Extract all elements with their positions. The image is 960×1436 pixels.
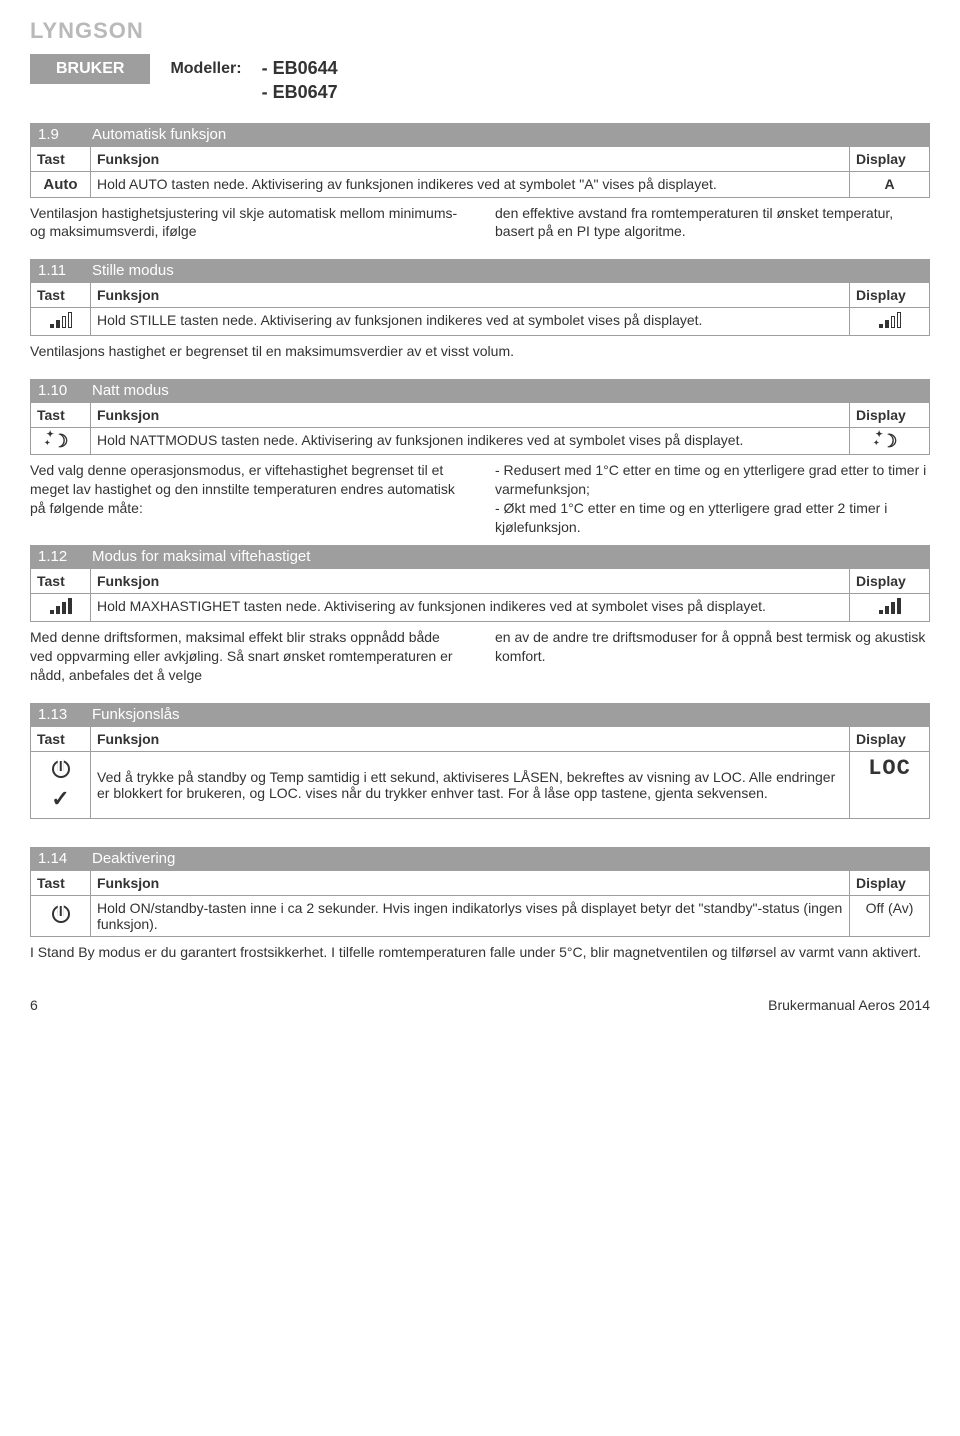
th-funksjon: Funksjon: [91, 726, 850, 751]
th-display: Display: [850, 870, 930, 895]
check-icon: ✓: [51, 788, 69, 810]
lock-tast-icons: ✓: [31, 751, 91, 818]
th-display: Display: [850, 403, 930, 428]
page-number: 6: [30, 997, 38, 1013]
table-1-12: Tast Funksjon Display Hold MAXHASTIGHET …: [30, 568, 930, 622]
section-1-12-title: Modus for maksimal viftehastiget: [92, 548, 310, 565]
table-1-10: Tast Funksjon Display ☽ Hold NATTMODUS t…: [30, 402, 930, 455]
th-display: Display: [850, 146, 930, 171]
auto-icon: Auto: [31, 171, 91, 197]
desc-1-14: Hold ON/standby-tasten inne i ca 2 sekun…: [91, 895, 850, 936]
desc-1-11: Hold STILLE tasten nede. Aktivisering av…: [91, 308, 850, 336]
loc-display: LOC: [850, 751, 930, 818]
modeller-label: Modeller:: [170, 54, 241, 78]
para-1-11: Ventilasjons hastighet er begrenset til …: [30, 342, 930, 361]
table-1-11: Tast Funksjon Display Hold STILLE tasten…: [30, 282, 930, 336]
para-1-12-right: en av de andre tre driftsmoduser for å o…: [495, 628, 930, 685]
desc-1-10: Hold NATTMODUS tasten nede. Aktivisering…: [91, 428, 850, 455]
section-1-14-num: 1.14: [38, 850, 80, 867]
quiet-bars-icon: [31, 308, 91, 336]
night-display-icon: ☽: [850, 428, 930, 455]
th-tast: Tast: [31, 403, 91, 428]
th-display: Display: [850, 568, 930, 593]
para-1-9: Ventilasjon hastighetsjustering vil skje…: [30, 204, 930, 242]
section-1-10-header: 1.10 Natt modus: [30, 379, 930, 402]
th-funksjon: Funksjon: [91, 403, 850, 428]
brand-logo: LYNGSON: [30, 18, 930, 44]
bruker-badge: BRUKER: [30, 54, 150, 84]
footer: 6 Brukermanual Aeros 2014: [30, 997, 930, 1013]
display-a-icon: A: [850, 171, 930, 197]
section-1-11-num: 1.11: [38, 262, 80, 279]
th-tast: Tast: [31, 726, 91, 751]
section-1-14-title: Deaktivering: [92, 850, 175, 867]
section-1-13-title: Funksjonslås: [92, 706, 180, 723]
section-1-9-header: 1.9 Automatisk funksjon: [30, 123, 930, 146]
power-icon-tast: [31, 895, 91, 936]
th-funksjon: Funksjon: [91, 146, 850, 171]
night-icon: ☽: [31, 428, 91, 455]
table-1-9: Tast Funksjon Display Auto Hold AUTO tas…: [30, 146, 930, 198]
th-tast: Tast: [31, 146, 91, 171]
para-1-10-right: - Redusert med 1°C etter en time og en y…: [495, 461, 930, 537]
footer-title: Brukermanual Aeros 2014: [768, 997, 930, 1013]
model-1: - EB0644: [262, 56, 338, 80]
desc-1-9: Hold AUTO tasten nede. Aktivisering av f…: [91, 171, 850, 197]
th-tast: Tast: [31, 283, 91, 308]
quiet-bars-display-icon: [850, 308, 930, 336]
th-tast: Tast: [31, 870, 91, 895]
section-1-9-title: Automatisk funksjon: [92, 126, 226, 143]
para-1-9-right: den effektive avstand fra romtemperature…: [495, 204, 930, 242]
section-1-13-num: 1.13: [38, 706, 80, 723]
power-icon: [52, 760, 70, 778]
section-1-11-header: 1.11 Stille modus: [30, 259, 930, 282]
section-1-12-num: 1.12: [38, 548, 80, 565]
section-1-13-header: 1.13 Funksjonslås: [30, 703, 930, 726]
para-1-14: I Stand By modus er du garantert frostsi…: [30, 943, 930, 962]
desc-1-13: Ved å trykke på standby og Temp samtidig…: [91, 751, 850, 818]
table-1-13: Tast Funksjon Display ✓ Ved å trykke på …: [30, 726, 930, 819]
section-1-14-header: 1.14 Deaktivering: [30, 847, 930, 870]
th-funksjon: Funksjon: [91, 283, 850, 308]
table-1-14: Tast Funksjon Display Hold ON/standby-ta…: [30, 870, 930, 937]
para-1-12-left: Med denne driftsformen, maksimal effekt …: [30, 628, 465, 685]
section-1-11-title: Stille modus: [92, 262, 174, 279]
para-1-10: Ved valg denne operasjonsmodus, er vifte…: [30, 461, 930, 537]
section-1-12-header: 1.12 Modus for maksimal viftehastiget: [30, 545, 930, 568]
section-1-10-title: Natt modus: [92, 382, 169, 399]
header-row: BRUKER Modeller: - EB0644 - EB0647: [30, 54, 930, 105]
section-1-9-num: 1.9: [38, 126, 80, 143]
desc-1-12: Hold MAXHASTIGHET tasten nede. Aktiviser…: [91, 593, 850, 621]
model-values: - EB0644 - EB0647: [262, 54, 338, 105]
off-display: Off (Av): [850, 895, 930, 936]
maxspeed-bars-display-icon: [850, 593, 930, 621]
section-1-10-num: 1.10: [38, 382, 80, 399]
model-2: - EB0647: [262, 80, 338, 104]
para-1-10-left: Ved valg denne operasjonsmodus, er vifte…: [30, 461, 465, 537]
th-tast: Tast: [31, 568, 91, 593]
para-1-12: Med denne driftsformen, maksimal effekt …: [30, 628, 930, 685]
th-display: Display: [850, 726, 930, 751]
th-funksjon: Funksjon: [91, 870, 850, 895]
th-funksjon: Funksjon: [91, 568, 850, 593]
para-1-9-left: Ventilasjon hastighetsjustering vil skje…: [30, 204, 465, 242]
th-display: Display: [850, 283, 930, 308]
maxspeed-bars-icon: [31, 593, 91, 621]
